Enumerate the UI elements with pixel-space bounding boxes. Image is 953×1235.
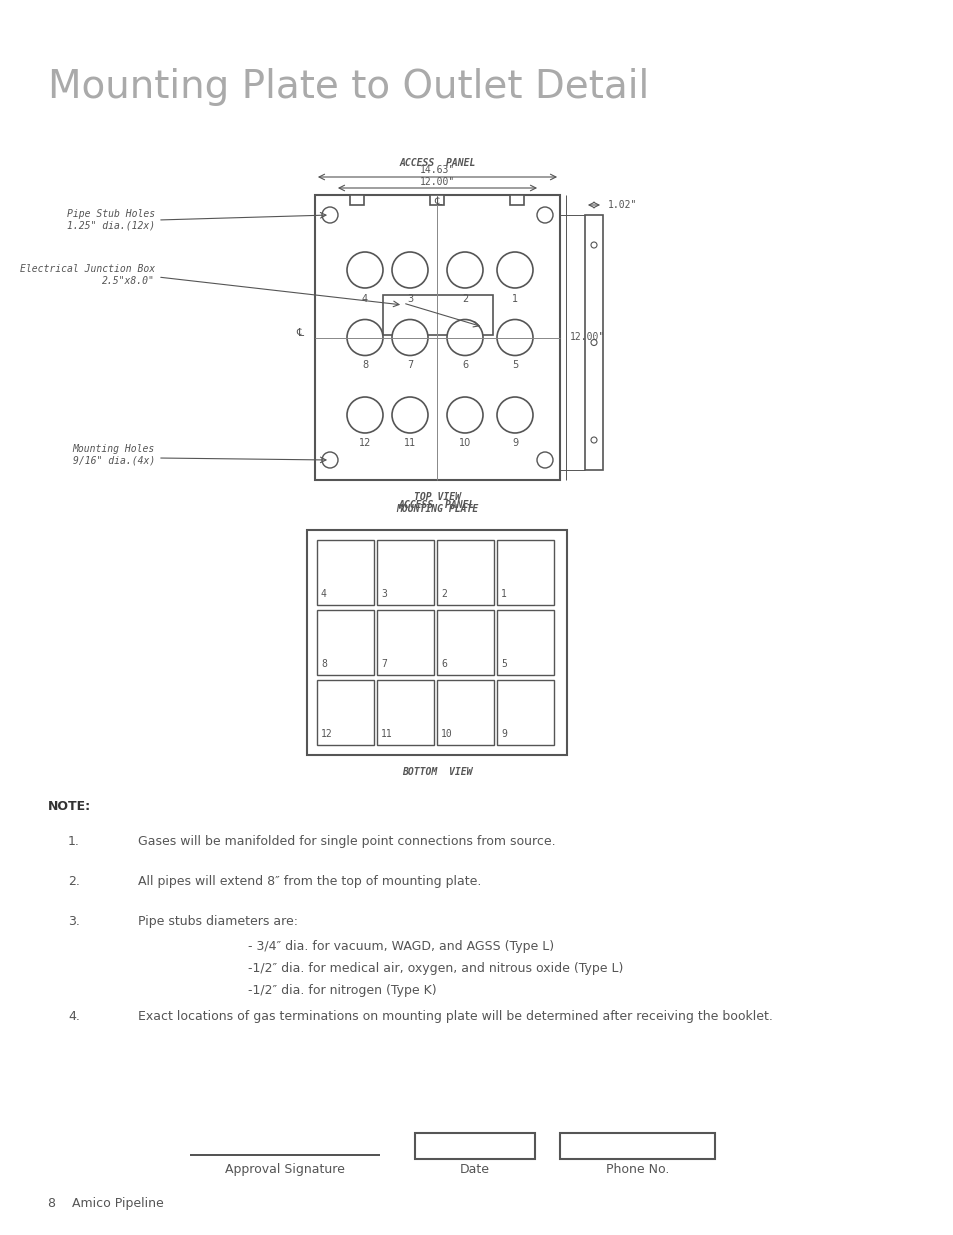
Text: Pipe stubs diameters are:: Pipe stubs diameters are: — [138, 915, 297, 927]
Bar — [376, 610, 434, 676]
Text: 4: 4 — [320, 589, 327, 599]
Text: Phone No.: Phone No. — [606, 1163, 669, 1176]
Text: 7: 7 — [406, 361, 413, 370]
Text: 6: 6 — [461, 361, 468, 370]
Bar — [436, 610, 494, 676]
Bar — [559, 1132, 714, 1158]
Circle shape — [347, 252, 382, 288]
Text: 1: 1 — [500, 589, 506, 599]
Circle shape — [447, 252, 482, 288]
Text: ACCESS  PANEL: ACCESS PANEL — [399, 158, 476, 168]
Text: 12.00": 12.00" — [419, 177, 455, 186]
Bar — [376, 540, 434, 605]
Text: 9: 9 — [512, 438, 517, 448]
Bar — [436, 680, 494, 745]
Circle shape — [322, 452, 337, 468]
Bar — [497, 540, 554, 605]
Text: 14.63": 14.63" — [419, 165, 455, 175]
Text: 12: 12 — [358, 438, 371, 448]
Bar — [382, 295, 493, 335]
Text: NOTE:: NOTE: — [48, 800, 91, 813]
Bar — [497, 680, 554, 745]
Circle shape — [497, 396, 533, 433]
Bar — [497, 610, 554, 676]
Text: 10: 10 — [458, 438, 471, 448]
Text: MOUNTING PLATE: MOUNTING PLATE — [395, 504, 478, 514]
Circle shape — [447, 320, 482, 356]
Bar — [350, 195, 364, 205]
Bar — [314, 195, 559, 480]
Text: 9: 9 — [500, 729, 506, 739]
Circle shape — [497, 320, 533, 356]
Text: 4: 4 — [361, 294, 368, 304]
Bar — [584, 215, 602, 471]
Text: Electrical Junction Box
2.5"x8.0": Electrical Junction Box 2.5"x8.0" — [20, 264, 154, 285]
Text: - 3/4″ dia. for vacuum, WAGD, and AGSS (Type L): - 3/4″ dia. for vacuum, WAGD, and AGSS (… — [248, 940, 554, 953]
Text: 3: 3 — [407, 294, 413, 304]
Text: 5: 5 — [500, 659, 506, 669]
Circle shape — [392, 320, 428, 356]
Text: Exact locations of gas terminations on mounting plate will be determined after r: Exact locations of gas terminations on m… — [138, 1010, 772, 1023]
Text: 7: 7 — [380, 659, 387, 669]
Circle shape — [497, 252, 533, 288]
Text: 10: 10 — [440, 729, 453, 739]
Text: 2: 2 — [440, 589, 446, 599]
Text: 2: 2 — [461, 294, 468, 304]
Circle shape — [537, 452, 553, 468]
Circle shape — [537, 207, 553, 224]
Text: 1.02": 1.02" — [607, 200, 637, 210]
Circle shape — [392, 396, 428, 433]
Text: 8: 8 — [320, 659, 327, 669]
Text: 3.: 3. — [68, 915, 80, 927]
Text: 3: 3 — [380, 589, 387, 599]
Circle shape — [590, 242, 597, 248]
Text: 2.: 2. — [68, 876, 80, 888]
Text: 4.: 4. — [68, 1010, 80, 1023]
Bar — [415, 1132, 535, 1158]
Circle shape — [590, 340, 597, 346]
Text: 6: 6 — [440, 659, 446, 669]
Text: -1/2″ dia. for nitrogen (Type K): -1/2″ dia. for nitrogen (Type K) — [248, 984, 436, 997]
Text: 5: 5 — [512, 361, 517, 370]
Text: Gases will be manifolded for single point connections from source.: Gases will be manifolded for single poin… — [138, 835, 555, 848]
Text: ℄: ℄ — [296, 327, 303, 337]
Text: 12: 12 — [320, 729, 333, 739]
Text: 11: 11 — [403, 438, 416, 448]
Bar — [430, 195, 444, 205]
Text: Date: Date — [459, 1163, 490, 1176]
Bar — [510, 195, 523, 205]
Text: TOP VIEW: TOP VIEW — [414, 492, 460, 501]
Bar — [376, 680, 434, 745]
Bar — [316, 610, 374, 676]
Circle shape — [392, 252, 428, 288]
Text: 12.00": 12.00" — [569, 332, 604, 342]
Bar — [316, 540, 374, 605]
Text: 1: 1 — [512, 294, 517, 304]
Text: 1.: 1. — [68, 835, 80, 848]
Text: -1/2″ dia. for medical air, oxygen, and nitrous oxide (Type L): -1/2″ dia. for medical air, oxygen, and … — [248, 962, 622, 974]
Text: Approval Signature: Approval Signature — [225, 1163, 345, 1176]
Circle shape — [347, 320, 382, 356]
Text: BOTTOM  VIEW: BOTTOM VIEW — [401, 767, 472, 777]
Circle shape — [322, 207, 337, 224]
Text: Mounting Plate to Outlet Detail: Mounting Plate to Outlet Detail — [48, 68, 649, 106]
Text: Pipe Stub Holes
1.25" dia.(12x): Pipe Stub Holes 1.25" dia.(12x) — [67, 209, 154, 231]
Bar — [436, 540, 494, 605]
Bar — [307, 530, 566, 755]
Circle shape — [347, 396, 382, 433]
Text: 8    Amico Pipeline: 8 Amico Pipeline — [48, 1197, 164, 1210]
Circle shape — [447, 396, 482, 433]
Text: ACCESS  PANEL: ACCESS PANEL — [398, 500, 475, 510]
Text: 8: 8 — [361, 361, 368, 370]
Text: Mounting Holes
9/16" dia.(4x): Mounting Holes 9/16" dia.(4x) — [72, 445, 154, 466]
Text: 11: 11 — [380, 729, 393, 739]
Bar — [316, 680, 374, 745]
Text: All pipes will extend 8″ from the top of mounting plate.: All pipes will extend 8″ from the top of… — [138, 876, 481, 888]
Text: ℄: ℄ — [434, 198, 440, 207]
Circle shape — [590, 437, 597, 443]
